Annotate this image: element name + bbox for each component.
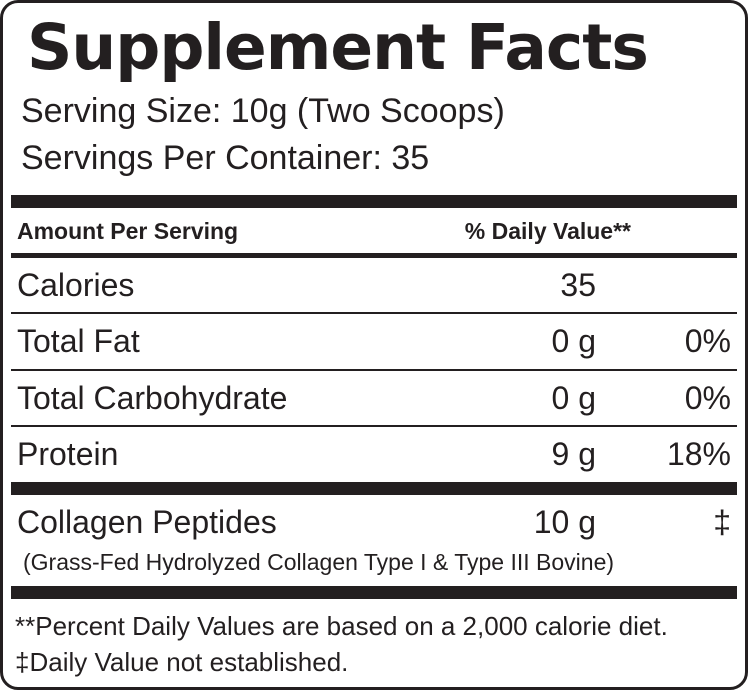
footnote-not-established: ‡Daily Value not established. [15,646,349,677]
nutrient-name: Total Fat [17,323,140,360]
nutrient-row-protein: Protein 9 g 18% [11,425,737,481]
serving-size: Serving Size: 10g (Two Scoops) [21,91,505,130]
nutrient-amount: 0 g [551,379,596,416]
thick-divider-bar [11,481,737,495]
amount-per-serving-header: Amount Per Serving [17,217,239,244]
column-header-row: Amount Per Serving % Daily Value** [11,208,737,253]
header-divider-bar [11,252,737,258]
ingredient-row-collagen-peptides: Collagen Peptides 10 g ‡ [11,495,737,549]
nutrient-amount: 35 [560,266,596,303]
nutrient-row-total-fat: Total Fat 0 g 0% [11,312,737,368]
nutrient-dv: 0% [684,379,731,416]
nutrient-amount: 9 g [551,436,596,473]
panel-title: Supplement Facts [27,11,649,84]
ingredient-amount: 10 g [533,503,596,540]
nutrient-name: Protein [17,436,119,473]
nutrient-row-total-carbohydrate: Total Carbohydrate 0 g 0% [11,368,737,425]
ingredient-description: (Grass-Fed Hydrolyzed Collagen Type I & … [23,548,615,575]
thick-divider-bar [11,586,737,600]
ingredient-name: Collagen Peptides [17,503,277,540]
daily-value-header: % Daily Value** [464,217,631,244]
thick-divider-bar [11,194,737,208]
footnotes: **Percent Daily Values are based on a 2,… [11,599,737,679]
nutrient-amount: 0 g [551,323,596,360]
footnote-daily-values: **Percent Daily Values are based on a 2,… [15,611,668,642]
nutrient-name: Calories [17,266,135,303]
nutrient-row-calories: Calories 35 [11,258,737,312]
serving-info: Serving Size: 10g (Two Scoops) Servings … [11,88,737,183]
nutrient-name: Total Carbohydrate [17,379,288,416]
nutrient-dv: 18% [666,436,731,473]
ingredient-dv: ‡ [713,503,731,540]
nutrient-dv: 0% [684,323,731,360]
servings-per-container: Servings Per Container: 35 [21,139,430,178]
